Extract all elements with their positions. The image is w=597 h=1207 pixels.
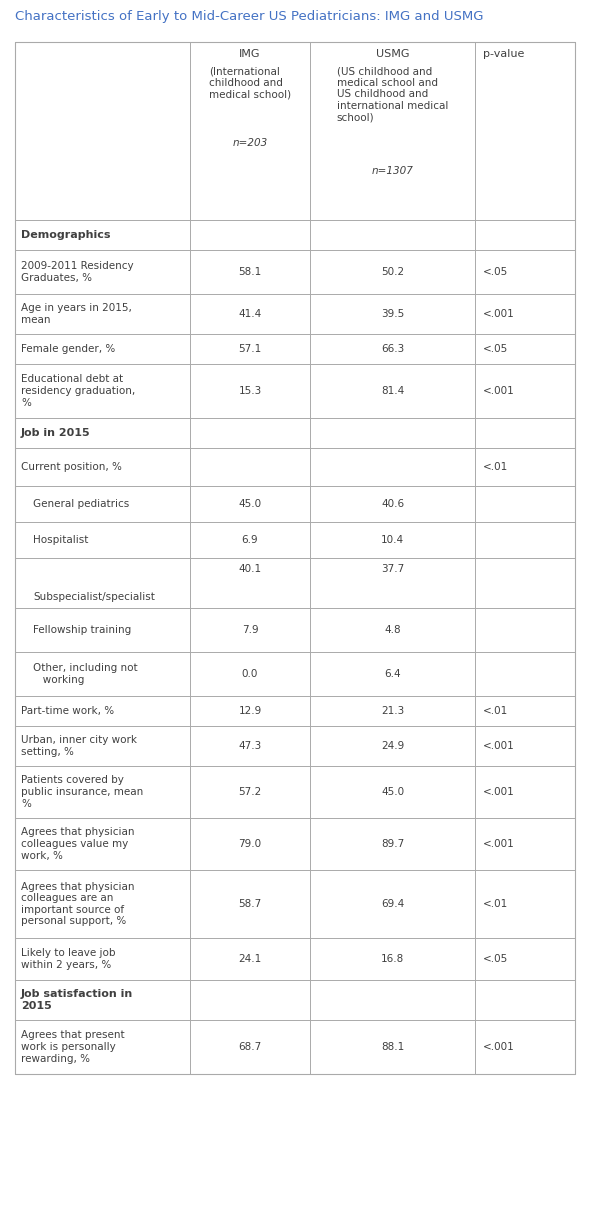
- Text: Agrees that physician
colleagues value my
work, %: Agrees that physician colleagues value m…: [21, 828, 134, 861]
- Text: 16.8: 16.8: [381, 954, 404, 964]
- Text: Characteristics of Early to Mid-Career US Pediatricians: IMG and USMG: Characteristics of Early to Mid-Career U…: [15, 10, 484, 23]
- Text: 6.4: 6.4: [384, 669, 401, 680]
- Text: (International
childhood and
medical school): (International childhood and medical sch…: [209, 66, 291, 99]
- Text: Other, including not
   working: Other, including not working: [33, 663, 138, 684]
- Text: 66.3: 66.3: [381, 344, 404, 354]
- Text: p-value: p-value: [483, 49, 524, 59]
- Text: <.05: <.05: [483, 344, 508, 354]
- Text: 81.4: 81.4: [381, 386, 404, 396]
- Text: Female gender, %: Female gender, %: [21, 344, 115, 354]
- Text: Likely to leave job
within 2 years, %: Likely to leave job within 2 years, %: [21, 949, 115, 969]
- Text: 40.1: 40.1: [238, 564, 261, 575]
- Text: 24.1: 24.1: [238, 954, 261, 964]
- Text: <.001: <.001: [483, 839, 515, 849]
- Text: 79.0: 79.0: [238, 839, 261, 849]
- Text: 45.0: 45.0: [238, 498, 261, 509]
- Text: 88.1: 88.1: [381, 1042, 404, 1053]
- Text: 45.0: 45.0: [381, 787, 404, 797]
- Text: 40.6: 40.6: [381, 498, 404, 509]
- Text: Agrees that physician
colleagues are an
important source of
personal support, %: Agrees that physician colleagues are an …: [21, 881, 134, 927]
- Text: 2009-2011 Residency
Graduates, %: 2009-2011 Residency Graduates, %: [21, 261, 134, 282]
- Text: <.05: <.05: [483, 267, 508, 276]
- Text: <.001: <.001: [483, 787, 515, 797]
- Text: <.05: <.05: [483, 954, 508, 964]
- Text: (US childhood and
medical school and
US childhood and
international medical
scho: (US childhood and medical school and US …: [337, 66, 448, 122]
- Text: 24.9: 24.9: [381, 741, 404, 751]
- Text: Part-time work, %: Part-time work, %: [21, 706, 114, 716]
- Text: <.01: <.01: [483, 899, 508, 909]
- Text: 0.0: 0.0: [242, 669, 258, 680]
- Text: 89.7: 89.7: [381, 839, 404, 849]
- Text: 68.7: 68.7: [238, 1042, 261, 1053]
- Text: 6.9: 6.9: [242, 535, 259, 546]
- Text: General pediatrics: General pediatrics: [33, 498, 129, 509]
- Bar: [15, 42, 575, 1074]
- Text: Current position, %: Current position, %: [21, 462, 122, 472]
- Text: 12.9: 12.9: [238, 706, 261, 716]
- Text: 37.7: 37.7: [381, 564, 404, 575]
- Text: 58.1: 58.1: [238, 267, 261, 276]
- Text: <.001: <.001: [483, 1042, 515, 1053]
- Text: 10.4: 10.4: [381, 535, 404, 546]
- Text: IMG: IMG: [239, 49, 261, 59]
- Text: 47.3: 47.3: [238, 741, 261, 751]
- Text: Patients covered by
public insurance, mean
%: Patients covered by public insurance, me…: [21, 775, 143, 809]
- Text: Job satisfaction in
2015: Job satisfaction in 2015: [21, 990, 133, 1010]
- Text: 4.8: 4.8: [384, 625, 401, 635]
- Text: 69.4: 69.4: [381, 899, 404, 909]
- Text: 15.3: 15.3: [238, 386, 261, 396]
- Text: Educational debt at
residency graduation,
%: Educational debt at residency graduation…: [21, 374, 136, 408]
- Text: Job in 2015: Job in 2015: [21, 428, 91, 438]
- Text: Demographics: Demographics: [21, 231, 110, 240]
- Text: Hospitalist: Hospitalist: [33, 535, 88, 546]
- Text: n=1307: n=1307: [371, 167, 414, 176]
- Text: Urban, inner city work
setting, %: Urban, inner city work setting, %: [21, 735, 137, 757]
- Text: 41.4: 41.4: [238, 309, 261, 319]
- Text: 57.1: 57.1: [238, 344, 261, 354]
- Text: <.01: <.01: [483, 462, 508, 472]
- Text: 57.2: 57.2: [238, 787, 261, 797]
- Text: <.001: <.001: [483, 309, 515, 319]
- Text: 58.7: 58.7: [238, 899, 261, 909]
- Text: Fellowship training: Fellowship training: [33, 625, 131, 635]
- Text: 39.5: 39.5: [381, 309, 404, 319]
- Text: <.001: <.001: [483, 741, 515, 751]
- Text: USMG: USMG: [376, 49, 410, 59]
- Text: Subspecialist/specialist: Subspecialist/specialist: [33, 591, 155, 602]
- Text: 50.2: 50.2: [381, 267, 404, 276]
- Text: Age in years in 2015,
mean: Age in years in 2015, mean: [21, 303, 132, 325]
- Text: 21.3: 21.3: [381, 706, 404, 716]
- Text: <.01: <.01: [483, 706, 508, 716]
- Text: 7.9: 7.9: [242, 625, 259, 635]
- Text: Agrees that present
work is personally
rewarding, %: Agrees that present work is personally r…: [21, 1031, 125, 1063]
- Text: n=203: n=203: [232, 138, 267, 148]
- Text: <.001: <.001: [483, 386, 515, 396]
